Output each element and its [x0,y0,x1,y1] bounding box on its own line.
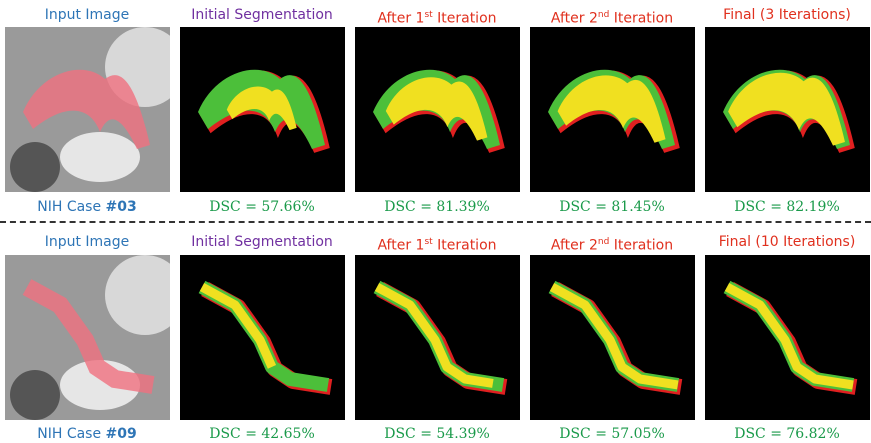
separator [0,221,871,223]
panel-caption: NIH Case #03 [2,198,172,216]
panel-caption: DSC = 81.45% [527,198,697,216]
panel-header: Initial Segmentation [177,233,347,251]
header-superscript: st [424,237,432,247]
panel-caption: DSC = 81.39% [352,198,522,216]
header-text: After 2 [551,11,598,27]
panel-header: After 2nd Iteration [527,233,697,255]
case-label: NIH Case [37,199,101,215]
header-text: Iteration [609,11,673,27]
panel-caption: DSC = 82.19% [702,198,871,216]
header-text: After 1 [377,11,424,27]
panel-header: Input Image [2,233,172,251]
panel-caption: DSC = 54.39% [352,425,522,443]
header-superscript: nd [598,10,609,20]
panel-caption: DSC = 76.82% [702,425,871,443]
header-superscript: nd [598,237,609,247]
panel-image [705,255,870,420]
panel-image [355,255,520,420]
panel-image [5,27,170,192]
case-id: #09 [106,426,137,442]
panel-image [705,27,870,192]
ct-organ [10,370,60,420]
panel-header: After 2nd Iteration [527,6,697,28]
panel-header: Input Image [2,6,172,24]
ct-organ [10,142,60,192]
panel-caption: NIH Case #09 [2,425,172,443]
panel-image [5,255,170,420]
header-text: Iteration [609,238,673,254]
panel-header: Initial Segmentation [177,6,347,24]
ct-organ [60,132,140,182]
case-id: #03 [106,199,137,215]
panel-header: After 1st Iteration [352,233,522,255]
panel-caption: DSC = 57.66% [177,198,347,216]
case-label: NIH Case [37,426,101,442]
panel-caption: DSC = 57.05% [527,425,697,443]
panel-header: After 1st Iteration [352,6,522,28]
panel-caption: DSC = 42.65% [177,425,347,443]
header-text: Iteration [433,11,497,27]
header-text: After 1 [377,238,424,254]
figure: (() => { const data = JSON.parse(documen… [0,0,871,443]
panel-header: Final (10 Iterations) [702,233,871,251]
panel-image [530,27,695,192]
panel-header: Final (3 Iterations) [702,6,871,24]
panel-image [530,255,695,420]
panel-image [180,255,345,420]
header-text: After 2 [551,238,598,254]
header-superscript: st [424,10,432,20]
panel-image [355,27,520,192]
panel-image [180,27,345,192]
header-text: Iteration [433,238,497,254]
